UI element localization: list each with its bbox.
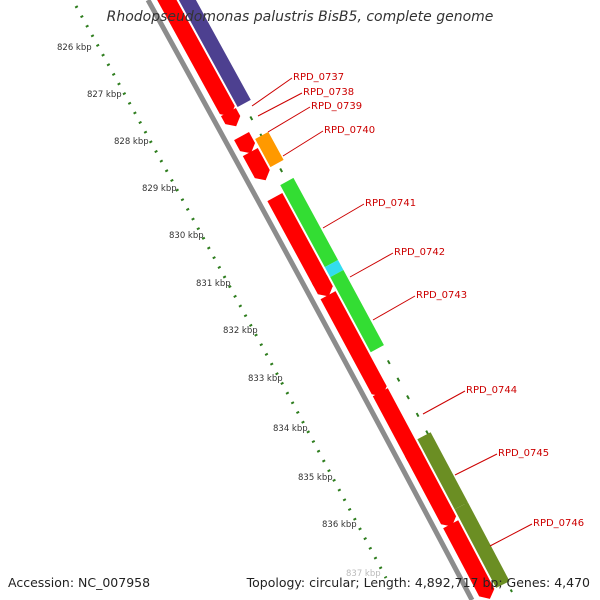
genome-summary-text: Topology: circular; Length: 4,892,717 bp… bbox=[246, 575, 590, 590]
label-leader-lines bbox=[251, 77, 533, 547]
gene-rpd-0741-reverse[interactable] bbox=[280, 177, 339, 268]
gene-rpd-0743-reverse[interactable] bbox=[330, 270, 384, 353]
genome-title: Rhodopseudomonas palustris BisB5, comple… bbox=[106, 9, 494, 25]
gene-label-rpd-0744[interactable]: RPD_0744 bbox=[466, 385, 517, 396]
gene-label-rpd-0738[interactable]: RPD_0738 bbox=[303, 87, 354, 98]
leader-line bbox=[372, 295, 416, 321]
gene-rpd-0746-reverse[interactable] bbox=[454, 502, 510, 588]
gene-label-rpd-0746[interactable]: RPD_0746 bbox=[533, 518, 584, 529]
gene-rpd-0738[interactable] bbox=[220, 107, 241, 127]
leader-line bbox=[257, 92, 303, 117]
scale-tick-826: 826 kbp bbox=[57, 43, 92, 53]
scale-tick-834: 834 kbp bbox=[273, 424, 308, 434]
gene-rpd-0742-reverse[interactable] bbox=[324, 260, 344, 278]
scale-tick-830: 830 kbp bbox=[169, 231, 204, 241]
gene-label-rpd-0743[interactable]: RPD_0743 bbox=[416, 290, 467, 301]
leader-line bbox=[267, 106, 311, 133]
forward-strand-genes bbox=[155, 0, 495, 599]
gene-rpd-0745[interactable] bbox=[404, 448, 457, 527]
gene-rpd-0740-partner[interactable] bbox=[242, 148, 270, 181]
gene-rpd-0742[interactable] bbox=[311, 275, 333, 297]
leader-line bbox=[322, 203, 365, 229]
gene-rpd-0737-reverse[interactable] bbox=[172, 0, 251, 108]
leader-line bbox=[422, 390, 466, 415]
scale-tick-827: 827 kbp bbox=[87, 90, 122, 100]
reverse-strand-genes bbox=[172, 0, 510, 588]
scale-tick-836: 836 kbp bbox=[322, 520, 357, 530]
gene-label-rpd-0737[interactable]: RPD_0737 bbox=[293, 72, 344, 83]
gene-label-rpd-0740[interactable]: RPD_0740 bbox=[324, 125, 375, 136]
gene-label-rpd-0742[interactable]: RPD_0742 bbox=[394, 247, 445, 258]
gene-rpd-0745-reverse[interactable] bbox=[417, 432, 468, 510]
gene-rpd-0744[interactable] bbox=[372, 388, 423, 464]
leader-line bbox=[454, 453, 498, 476]
gene-rpd-0741[interactable] bbox=[267, 193, 329, 289]
scale-tick-829: 829 kbp bbox=[142, 184, 177, 194]
gene-rpd-0740[interactable] bbox=[255, 131, 284, 168]
accession-text: Accession: NC_007958 bbox=[8, 575, 151, 590]
leader-line bbox=[251, 77, 293, 107]
gene-label-rpd-0739[interactable]: RPD_0739 bbox=[311, 101, 362, 112]
leader-line bbox=[349, 252, 394, 278]
scale-tick-835: 835 kbp bbox=[298, 473, 333, 483]
scale-tick-831: 831 kbp bbox=[196, 279, 231, 289]
scale-tick-833: 833 kbp bbox=[248, 374, 283, 384]
leader-line bbox=[489, 523, 533, 547]
leader-line bbox=[282, 130, 324, 157]
genome-backbone bbox=[145, 0, 475, 600]
gene-rpd-0737[interactable] bbox=[155, 0, 235, 117]
gene-label-rpd-0745[interactable]: RPD_0745 bbox=[498, 448, 549, 459]
gene-rpd-0743[interactable] bbox=[320, 291, 387, 397]
scale-tick-837: 837 kbp bbox=[346, 569, 381, 579]
gene-rpd-0746[interactable] bbox=[443, 520, 495, 599]
gene-label-rpd-0741[interactable]: RPD_0741 bbox=[365, 198, 416, 209]
scale-tick-828: 828 kbp bbox=[114, 137, 149, 147]
gene-rpd-0739[interactable] bbox=[234, 132, 256, 154]
scale-tick-832: 832 kbp bbox=[223, 326, 258, 336]
